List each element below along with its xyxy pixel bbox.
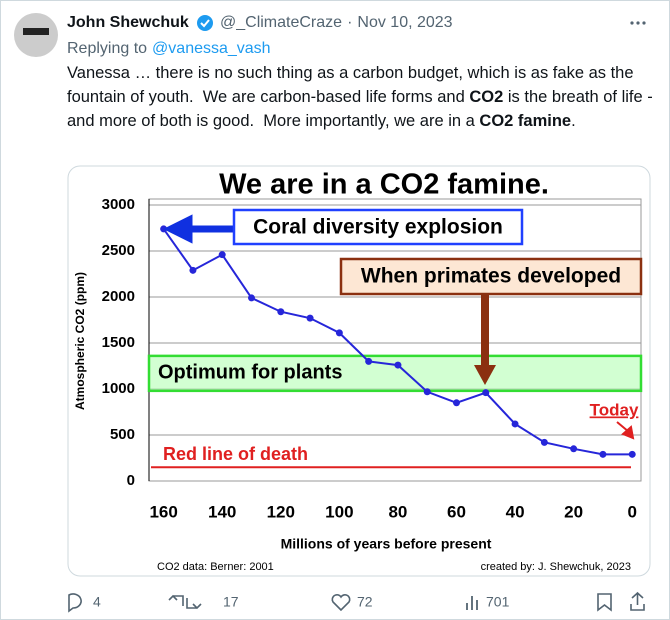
separator: · [347,14,352,31]
like-icon[interactable] [331,593,351,612]
more-dot[interactable] [630,21,634,25]
repost-icon[interactable] [168,594,202,610]
tweet-text: Vanessa … there is no such thing as a ca… [67,61,657,133]
avatar-glasses [23,28,49,35]
data-point [423,388,431,396]
optimum-band [147,354,643,393]
text-segment: is the breath of life - and more of both… [67,88,658,130]
x-tick-label: 40 [506,502,525,521]
repost-count: 17 [223,594,239,610]
y-tick-label: 1000 [102,380,135,397]
data-point [453,399,460,407]
data-point [218,251,226,259]
annotation: Today [590,400,639,419]
source-note: CO2 data: Berner: 2001 [157,561,274,573]
data-point [189,266,197,274]
annotation: When primates developed [361,265,621,288]
data-point [628,450,636,458]
like-count: 72 [357,594,373,610]
x-tick-label: 120 [267,502,295,521]
credit-note: created by: J. Shewchuk, 2023 [481,561,631,573]
data-point [570,445,578,453]
x-tick-label: 160 [149,502,177,521]
chart: We are in a CO2 famine.05001000150020002… [73,169,643,573]
y-axis-label: Atmospheric CO2 (ppm) [73,272,87,410]
data-point [277,308,285,316]
primates-arrowhead [474,365,496,385]
annotation: Red line of death [163,444,308,464]
verified-check [200,19,210,28]
bookmark-icon[interactable] [597,593,612,612]
y-tick-label: 0 [127,472,135,489]
views-icon[interactable] [466,596,478,610]
y-tick-label: 500 [110,426,135,443]
author-name[interactable]: John Shewchuk [67,14,189,31]
x-tick-label: 0 [627,502,636,521]
annotation-box [339,257,643,296]
data-point [540,438,548,446]
share-icon[interactable] [630,591,645,611]
more-dot[interactable] [642,21,646,25]
y-tick-label: 2500 [102,242,135,259]
x-tick-label: 80 [388,502,407,521]
data-point [482,389,490,397]
data-point [306,314,314,322]
date[interactable]: Nov 10, 2023 [357,14,452,31]
annotation: Optimum for plants [158,362,342,384]
annotation: Coral diversity explosion [253,216,503,239]
chart-title: We are in a CO2 famine. [219,169,549,201]
data-point [511,420,519,428]
y-tick-label: 1500 [102,334,135,351]
today-arrow [616,421,635,440]
text-segment: Vanessa … there is no such thing as a ca… [67,64,639,106]
views-count: 701 [486,594,510,610]
handle-line: @_ClimateCraze · Nov 10, 2023 [220,14,453,31]
plot-area [148,198,642,482]
coral-arrow [163,214,234,244]
text-segment: . [571,112,576,130]
text-segment: CO2 famine [479,112,572,130]
verified-badge [197,15,213,31]
handle[interactable]: @_ClimateCraze [220,14,342,31]
y-tick-label: 2000 [102,288,135,305]
x-tick-label: 100 [325,502,353,521]
replying-prefix: Replying to [67,40,147,57]
data-point [599,450,607,458]
action-bar: 4 17 72 701 [68,591,645,613]
reply-icon[interactable] [68,593,82,613]
x-tick-label: 60 [447,502,466,521]
data-point [365,357,373,365]
replying-line: Replying to @vanessa_vash [67,40,271,57]
data-point [248,294,255,302]
text-segment: CO2 [469,88,504,106]
data-point [335,329,343,337]
replying-to[interactable]: @vanessa_vash [152,40,271,57]
reply-count: 4 [93,594,101,610]
x-tick-label: 20 [564,502,583,521]
x-tick-label: 140 [208,502,236,521]
data-point [394,361,402,369]
annotation-box [232,208,524,246]
more-dot[interactable] [636,21,640,25]
y-tick-label: 3000 [102,196,135,213]
x-axis-label: Millions of years before present [281,536,492,552]
